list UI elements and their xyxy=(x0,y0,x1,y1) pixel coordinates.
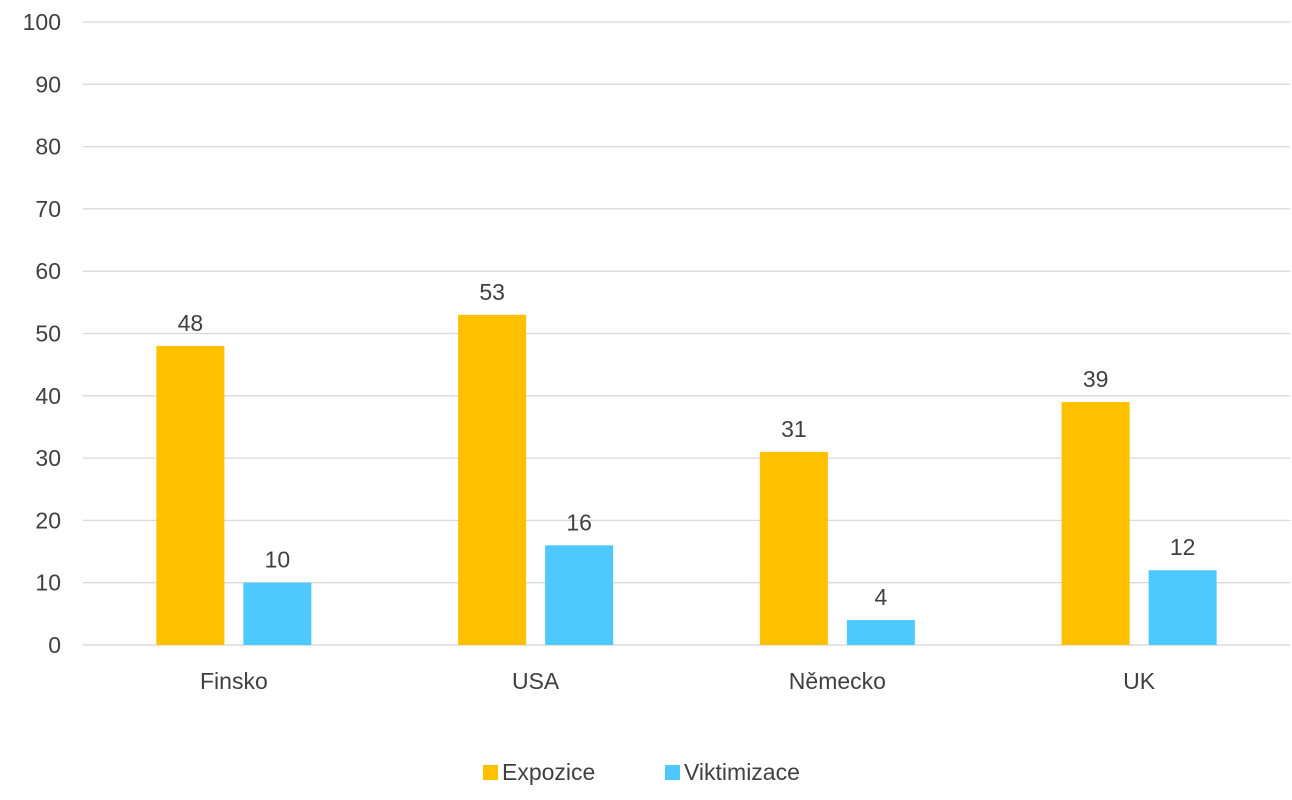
bar-viktimizace-finsko xyxy=(243,582,312,645)
x-tick-label: Finsko xyxy=(200,668,268,694)
data-labels: 48 53 31 39 10 16 4 12 xyxy=(178,279,1196,610)
data-label: 4 xyxy=(874,584,887,610)
y-tick-label: 10 xyxy=(35,570,61,596)
legend-label-expozice: Expozice xyxy=(502,759,595,785)
y-tick-label: 70 xyxy=(35,196,61,222)
legend-swatch-expozice xyxy=(483,765,498,780)
bars xyxy=(156,314,1217,645)
y-tick-label: 0 xyxy=(48,632,61,658)
x-tick-label: USA xyxy=(512,668,560,694)
bar-expozice-německo xyxy=(759,451,828,645)
x-axis-tick-labels: Finsko USA Německo UK xyxy=(200,668,1156,694)
y-tick-label: 20 xyxy=(35,507,61,533)
y-tick-label: 100 xyxy=(23,9,61,35)
data-label: 12 xyxy=(1170,534,1196,560)
x-tick-label: UK xyxy=(1123,668,1156,694)
y-tick-label: 60 xyxy=(35,258,61,284)
y-tick-label: 40 xyxy=(35,383,61,409)
bar-expozice-usa xyxy=(458,314,527,645)
y-tick-label: 30 xyxy=(35,445,61,471)
bar-expozice-uk xyxy=(1061,402,1130,645)
bar-expozice-finsko xyxy=(156,345,225,645)
bar-viktimizace-uk xyxy=(1148,570,1217,645)
legend-label-viktimizace: Viktimizace xyxy=(684,759,800,785)
data-label: 31 xyxy=(781,416,807,442)
bar-viktimizace-německo xyxy=(846,620,915,645)
data-label: 10 xyxy=(265,547,291,573)
y-tick-label: 90 xyxy=(35,71,61,97)
legend-swatch-viktimizace xyxy=(665,765,680,780)
legend: Expozice Viktimizace xyxy=(483,759,800,785)
data-label: 39 xyxy=(1083,366,1109,392)
y-tick-label: 50 xyxy=(35,321,61,347)
y-axis-tick-labels: 0 10 20 30 40 50 60 70 80 90 100 xyxy=(23,9,61,658)
data-label: 53 xyxy=(479,279,505,305)
y-tick-label: 80 xyxy=(35,134,61,160)
data-label: 16 xyxy=(566,509,592,535)
x-tick-label: Německo xyxy=(789,668,886,694)
bar-viktimizace-usa xyxy=(545,545,614,645)
data-label: 48 xyxy=(178,310,204,336)
